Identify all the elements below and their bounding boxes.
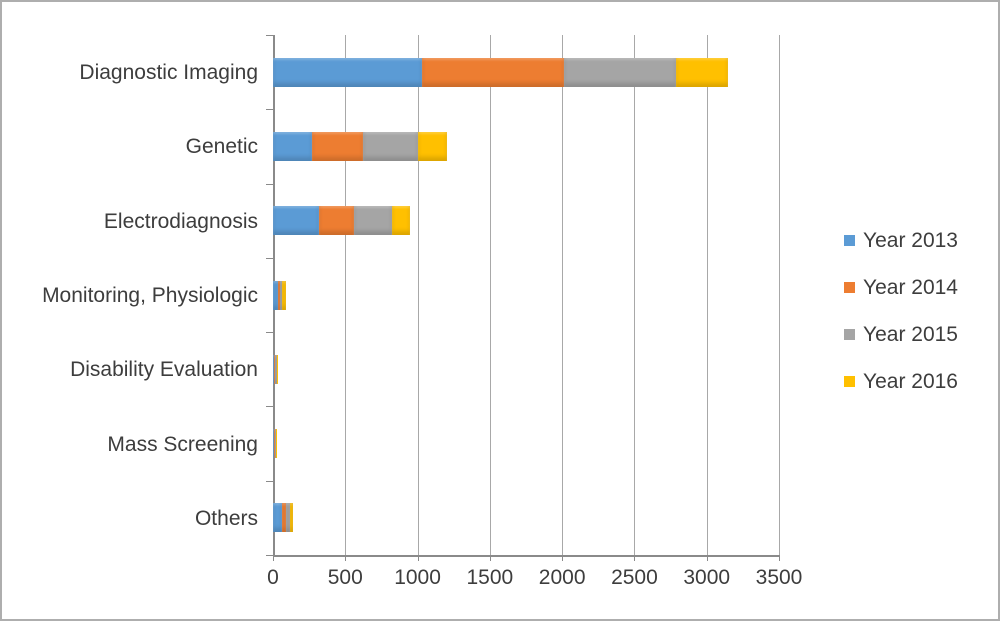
y-axis-tick bbox=[266, 257, 273, 259]
y-axis-tick bbox=[266, 480, 273, 482]
x-axis-tick bbox=[489, 555, 491, 561]
gridline bbox=[417, 35, 419, 555]
bar-segment-year-2014 bbox=[278, 280, 281, 310]
legend-item: Year 2016 bbox=[844, 370, 958, 392]
legend-label: Year 2013 bbox=[863, 228, 958, 252]
gridline bbox=[345, 35, 347, 555]
category-label: Electrodiagnosis bbox=[103, 209, 258, 233]
x-axis-tick bbox=[634, 555, 636, 561]
bar-segment-year-2015 bbox=[275, 429, 276, 459]
legend-swatch-icon bbox=[844, 234, 855, 246]
category-label: Mass Screening bbox=[107, 432, 258, 456]
bar-segment-year-2014 bbox=[319, 206, 354, 236]
x-axis-tick bbox=[417, 555, 419, 561]
bar-segment-year-2015 bbox=[363, 131, 419, 161]
legend: Year 2013 Year 2014 Year 2015 Year 2016 bbox=[844, 229, 958, 392]
bar-segment-year-2015 bbox=[286, 503, 290, 533]
x-axis-tick bbox=[779, 555, 780, 561]
legend-label: Year 2016 bbox=[863, 369, 958, 393]
x-tick-label: 1000 bbox=[394, 566, 441, 589]
legend-item: Year 2013 bbox=[844, 229, 958, 251]
x-tick-label: 3500 bbox=[755, 566, 803, 589]
gridline bbox=[489, 35, 491, 555]
y-axis-tick bbox=[266, 555, 273, 556]
bar-segment-year-2014 bbox=[421, 57, 564, 87]
bar-segment-year-2013 bbox=[273, 206, 320, 236]
bar-segment-year-2014 bbox=[312, 131, 364, 161]
x-axis-tick bbox=[706, 555, 708, 561]
bar-segment-year-2013 bbox=[273, 280, 279, 310]
x-tick-label: 500 bbox=[327, 566, 363, 589]
bar-segment-year-2015 bbox=[275, 354, 277, 384]
category-label: Diagnostic Imaging bbox=[79, 61, 258, 85]
category-label: Disability Evaluation bbox=[70, 358, 258, 382]
x-tick-label: 0 bbox=[267, 566, 279, 589]
bar-segment-year-2016 bbox=[282, 280, 286, 310]
y-axis-tick bbox=[266, 183, 273, 185]
bar-segment-year-2015 bbox=[280, 280, 283, 310]
x-tick-label: 3000 bbox=[683, 566, 731, 589]
category-label: Genetic bbox=[185, 135, 258, 159]
bar-segment-year-2015 bbox=[563, 57, 677, 87]
bar-segment-year-2016 bbox=[289, 503, 293, 533]
bar-segment-year-2014 bbox=[273, 429, 276, 459]
gridline bbox=[706, 35, 708, 555]
bar-segment-year-2013 bbox=[273, 57, 422, 87]
gridline bbox=[562, 35, 564, 555]
bar-segment-year-2016 bbox=[391, 206, 411, 236]
x-axis-line bbox=[273, 555, 780, 557]
legend-swatch-icon bbox=[844, 375, 855, 387]
x-tick-label: 1500 bbox=[466, 566, 514, 589]
bar-segment-year-2016 bbox=[276, 354, 278, 384]
x-axis-tick bbox=[345, 555, 347, 561]
x-tick-label: 2000 bbox=[538, 566, 586, 589]
category-label: Monitoring, Physiologic bbox=[42, 284, 258, 307]
category-label: Others bbox=[194, 506, 258, 530]
bar-segment-year-2014 bbox=[281, 503, 286, 533]
legend-swatch-icon bbox=[844, 328, 855, 340]
x-axis-tick bbox=[562, 555, 564, 561]
bar-segment-year-2013 bbox=[273, 429, 274, 459]
legend-label: Year 2014 bbox=[863, 275, 958, 299]
bar-segment-year-2014 bbox=[273, 354, 276, 384]
y-axis-tick bbox=[266, 406, 273, 408]
legend-item: Year 2014 bbox=[844, 276, 958, 298]
bar-segment-year-2016 bbox=[418, 131, 448, 161]
x-tick-label: 2500 bbox=[611, 566, 658, 589]
bar-segment-year-2015 bbox=[353, 206, 392, 236]
bar-segment-year-2016 bbox=[676, 57, 729, 87]
bar-segment-year-2016 bbox=[275, 429, 277, 459]
legend-label: Year 2015 bbox=[863, 322, 958, 346]
gridline bbox=[634, 35, 636, 555]
bar-segment-year-2013 bbox=[273, 354, 274, 384]
bar-segment-year-2013 bbox=[273, 503, 282, 533]
legend-swatch-icon bbox=[844, 281, 855, 293]
y-axis-tick bbox=[266, 35, 273, 36]
legend-item: Year 2015 bbox=[844, 323, 958, 345]
x-axis-tick bbox=[273, 555, 274, 561]
bar-segment-year-2013 bbox=[273, 131, 313, 161]
y-axis-tick bbox=[266, 332, 273, 334]
y-axis-tick bbox=[266, 109, 273, 111]
gridline bbox=[779, 35, 780, 555]
